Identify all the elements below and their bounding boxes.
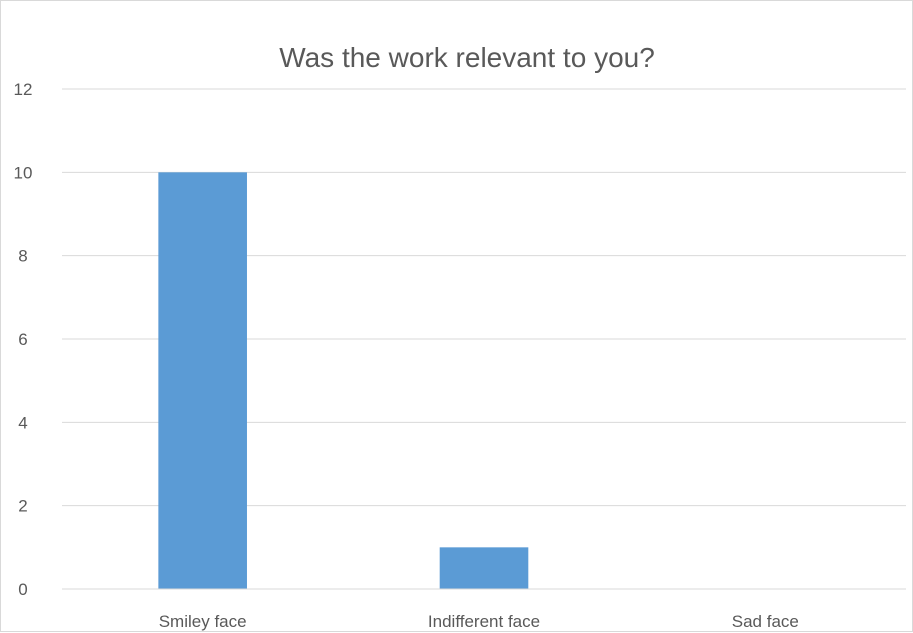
x-axis-tick-labels: Smiley face Indifferent face Sad face bbox=[159, 612, 799, 631]
x-tick-label: Smiley face bbox=[159, 612, 247, 631]
x-tick-label: Sad face bbox=[732, 612, 799, 631]
bar-smiley-face bbox=[158, 172, 247, 590]
y-tick-label: 6 bbox=[18, 330, 27, 349]
chart-title: Was the work relevant to you? bbox=[279, 42, 655, 73]
x-tick-label: Indifferent face bbox=[428, 612, 540, 631]
y-tick-label: 0 bbox=[18, 580, 27, 599]
y-axis-tick-labels: 0 2 4 6 8 10 12 bbox=[14, 80, 33, 599]
y-tick-label: 10 bbox=[14, 163, 33, 182]
y-tick-label: 2 bbox=[18, 497, 27, 516]
y-tick-label: 4 bbox=[18, 413, 27, 432]
bars bbox=[158, 172, 529, 590]
y-tick-label: 8 bbox=[18, 247, 27, 266]
bar-indifferent-face bbox=[439, 547, 529, 589]
y-tick-label: 12 bbox=[14, 80, 33, 99]
